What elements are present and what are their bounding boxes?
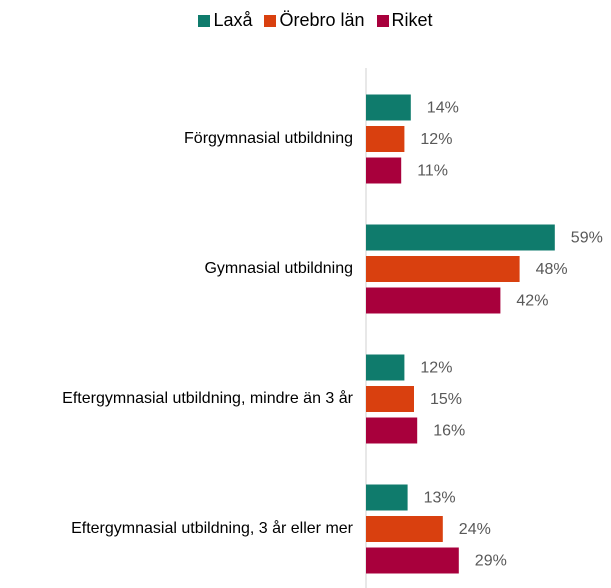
bar bbox=[366, 386, 414, 412]
value-label: 14% bbox=[427, 100, 459, 117]
legend-item: Riket bbox=[376, 10, 433, 31]
value-label: 24% bbox=[459, 521, 491, 538]
bar bbox=[366, 224, 555, 251]
legend-label: Örebro län bbox=[279, 10, 365, 30]
bar bbox=[366, 516, 443, 542]
bar bbox=[366, 484, 408, 511]
category-label: Eftergymnasial utbildning, mindre än 3 å… bbox=[62, 390, 353, 407]
bar bbox=[366, 354, 405, 381]
legend-item: Laxå bbox=[198, 10, 252, 31]
value-label: 48% bbox=[536, 261, 568, 278]
value-label: 13% bbox=[424, 490, 456, 507]
bar bbox=[366, 287, 501, 314]
legend-label: Laxå bbox=[213, 10, 253, 30]
value-label: 12% bbox=[420, 131, 452, 148]
value-label: 59% bbox=[571, 230, 603, 247]
bar bbox=[366, 94, 411, 121]
legend-label: Riket bbox=[391, 10, 433, 30]
bar bbox=[366, 157, 402, 184]
value-label: 11% bbox=[417, 163, 448, 180]
legend-swatch bbox=[376, 14, 389, 27]
value-label: 15% bbox=[430, 391, 462, 408]
category-label: Eftergymnasial utbildning, 3 år eller me… bbox=[71, 520, 353, 537]
bar bbox=[366, 417, 418, 444]
value-label: 16% bbox=[433, 423, 465, 440]
legend-swatch bbox=[264, 14, 277, 27]
value-label: 29% bbox=[475, 553, 507, 570]
category-label: Gymnasial utbildning bbox=[204, 260, 353, 277]
legend: Laxå Örebro län Riket bbox=[0, 10, 611, 31]
legend-item: Örebro län bbox=[264, 10, 365, 31]
bar bbox=[366, 126, 405, 152]
category-label: Förgymnasial utbildning bbox=[184, 130, 353, 147]
bar bbox=[366, 256, 520, 282]
bar bbox=[366, 547, 459, 574]
value-label: 42% bbox=[516, 293, 548, 310]
legend-swatch bbox=[198, 14, 211, 27]
value-label: 12% bbox=[420, 360, 452, 377]
